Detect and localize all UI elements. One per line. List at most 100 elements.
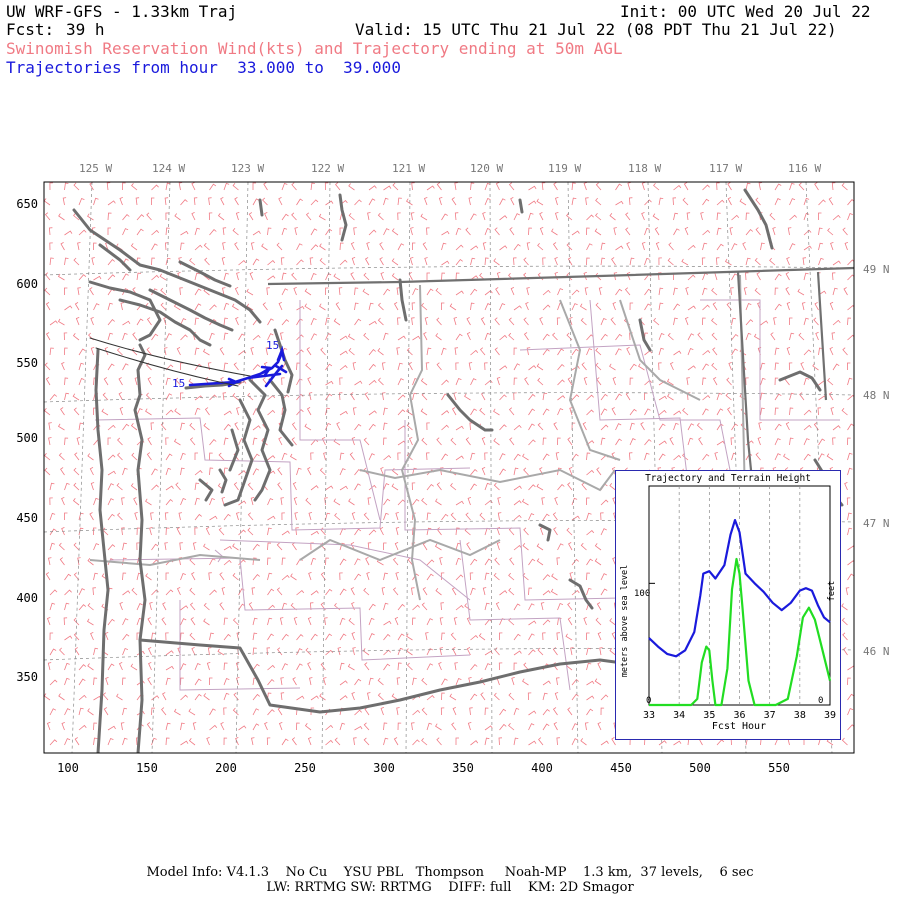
wind-barb bbox=[411, 182, 415, 191]
wind-barb bbox=[223, 302, 230, 311]
wind-barb bbox=[165, 677, 171, 686]
wind-barb bbox=[78, 664, 87, 671]
wind-barb bbox=[716, 199, 725, 206]
wind-barb bbox=[296, 362, 301, 371]
wind-barb bbox=[219, 347, 225, 356]
inset-xlabel: Fcst Hour bbox=[712, 721, 766, 732]
wind-barb bbox=[513, 485, 522, 491]
wind-barb bbox=[687, 305, 696, 311]
wind-barb bbox=[629, 422, 635, 431]
wind-barb bbox=[508, 572, 515, 581]
wind-barb bbox=[335, 182, 341, 191]
wind-barb bbox=[122, 737, 128, 746]
wind-barb bbox=[673, 185, 682, 191]
wind-barb bbox=[552, 242, 558, 251]
wind-barb bbox=[731, 333, 739, 341]
wind-barb bbox=[537, 377, 544, 386]
wind-barb bbox=[160, 287, 167, 296]
wind-barb bbox=[178, 557, 183, 566]
wind-barb bbox=[252, 632, 258, 641]
wind-barb bbox=[803, 212, 810, 221]
wind-barb bbox=[368, 349, 376, 356]
wind-barb bbox=[785, 272, 790, 281]
wind-barb bbox=[556, 317, 561, 326]
wind-barb bbox=[467, 497, 472, 506]
wind-barb bbox=[641, 182, 646, 191]
wind-barb bbox=[310, 272, 317, 281]
wind-barb bbox=[307, 377, 312, 386]
wind-barb bbox=[528, 649, 536, 656]
wind-barb bbox=[194, 678, 202, 686]
wind-barb bbox=[554, 496, 558, 506]
wind-barb bbox=[354, 558, 361, 566]
wind-barb bbox=[629, 377, 634, 386]
wind-barb bbox=[368, 185, 377, 191]
wind-barb bbox=[209, 304, 217, 311]
trajectory-path bbox=[89, 337, 288, 388]
wind-barb bbox=[441, 230, 450, 236]
wind-barb bbox=[233, 482, 239, 491]
wind-barb bbox=[267, 617, 273, 626]
wind-barb bbox=[351, 437, 356, 446]
wind-barb bbox=[774, 287, 779, 296]
wind-barb bbox=[484, 663, 491, 671]
latitude-label: 47 N bbox=[863, 517, 890, 530]
coastline bbox=[72, 188, 844, 753]
wind-barb bbox=[466, 317, 471, 326]
wind-barb bbox=[847, 467, 853, 476]
wind-barb bbox=[847, 560, 854, 566]
wind-barb bbox=[658, 409, 667, 416]
wind-barb bbox=[406, 408, 413, 416]
wind-barb bbox=[658, 423, 666, 431]
wind-barb bbox=[566, 527, 573, 536]
wind-barb bbox=[87, 663, 94, 671]
wind-barb bbox=[247, 392, 254, 401]
wind-barb bbox=[189, 587, 196, 596]
wind-barb bbox=[455, 527, 460, 536]
wind-barb bbox=[391, 273, 399, 281]
wind-barb bbox=[513, 737, 519, 746]
wind-barb bbox=[528, 513, 535, 521]
wind-barb bbox=[683, 182, 689, 191]
wind-barb bbox=[571, 365, 580, 371]
wind-barb bbox=[292, 482, 297, 491]
wind-barb bbox=[673, 303, 681, 311]
wind-barb bbox=[644, 257, 650, 266]
wind-barb bbox=[847, 423, 854, 431]
wind-barb bbox=[406, 662, 413, 671]
wind-barb bbox=[731, 273, 738, 281]
wind-barb bbox=[223, 545, 232, 551]
wind-barb bbox=[351, 632, 355, 641]
wind-barb bbox=[383, 437, 387, 446]
wind-barb bbox=[122, 363, 129, 371]
wind-barb bbox=[716, 212, 721, 221]
wind-barb bbox=[638, 363, 645, 371]
wind-barb bbox=[497, 497, 501, 506]
wind-barb bbox=[669, 362, 674, 371]
wind-barb bbox=[104, 346, 109, 356]
wind-barb bbox=[774, 407, 779, 416]
wind-barb bbox=[63, 617, 68, 626]
wind-barb bbox=[455, 557, 462, 566]
wind-barb bbox=[426, 512, 431, 521]
wind-barb bbox=[818, 438, 826, 446]
wind-barb bbox=[305, 647, 312, 656]
wind-barb bbox=[133, 497, 138, 506]
wind-barb bbox=[687, 274, 696, 281]
wind-barb bbox=[571, 679, 579, 686]
wind-barb bbox=[209, 724, 218, 731]
wind-barb bbox=[397, 243, 405, 251]
wind-barb bbox=[712, 302, 718, 311]
wind-barb bbox=[758, 182, 763, 191]
wind-barb bbox=[74, 302, 80, 311]
wind-barb bbox=[528, 212, 534, 221]
wind-barb bbox=[450, 512, 457, 521]
wind-barb bbox=[455, 258, 463, 266]
wind-barb bbox=[743, 287, 748, 296]
wind-barb bbox=[847, 707, 854, 716]
wind-barb bbox=[847, 334, 854, 341]
wind-barb bbox=[267, 527, 272, 536]
wind-barb bbox=[788, 362, 793, 371]
wind-barb bbox=[391, 468, 399, 476]
